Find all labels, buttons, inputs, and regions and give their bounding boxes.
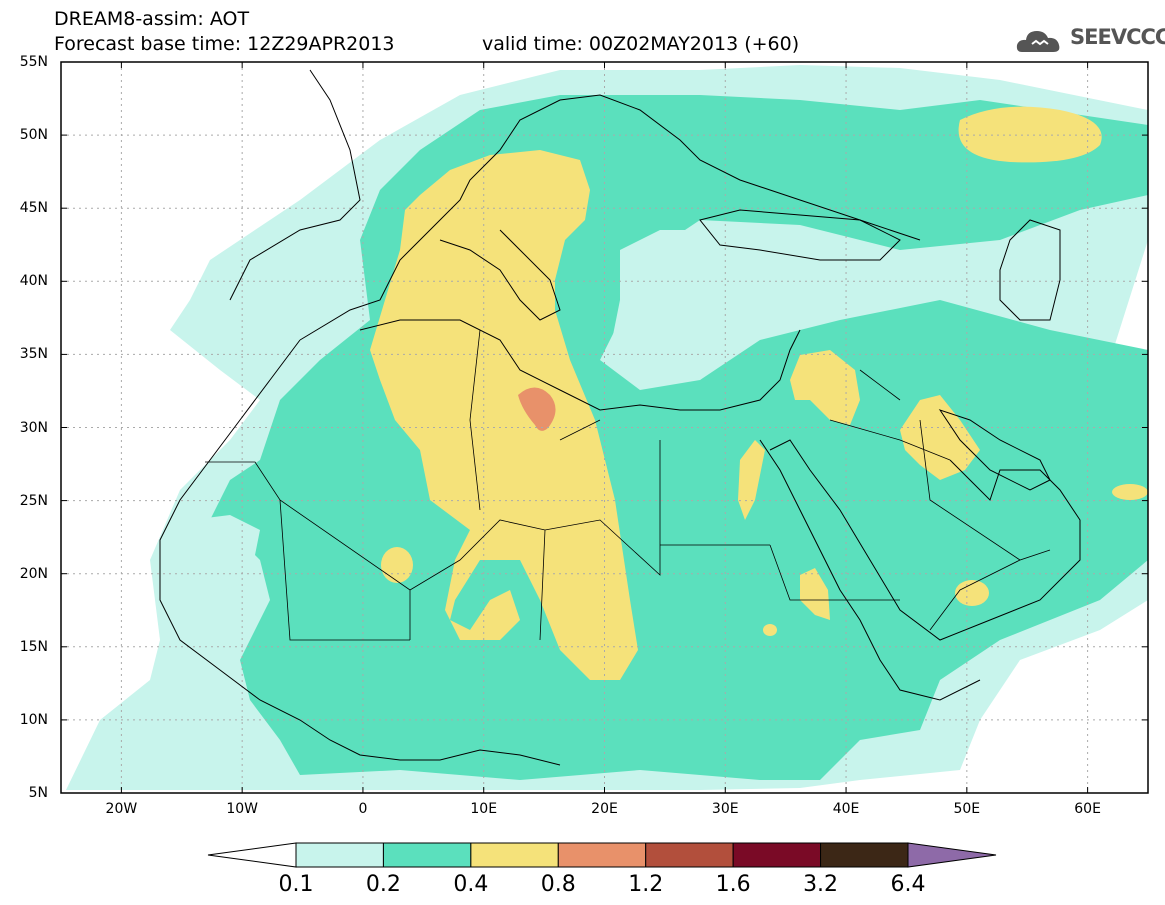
lat-label: 35N <box>19 346 48 363</box>
aot-region-0.4-russia <box>958 106 1102 163</box>
map-title: DREAM8-assim: AOT <box>54 8 250 30</box>
lon-label: 40E <box>832 801 860 817</box>
coast-europe-africa <box>159 69 921 766</box>
coast-north-africa <box>359 319 801 411</box>
aot-region-0.1-africa <box>165 515 260 600</box>
lat-label: 10N <box>19 711 48 728</box>
coast-gulf <box>938 409 1051 491</box>
coast-black-sea <box>699 209 901 261</box>
lat-label: 15N <box>19 638 48 655</box>
aot-region-0.4-main <box>370 150 638 680</box>
aot-region-0.4-redsea <box>738 440 765 520</box>
aot-region-0.4-iran <box>1112 484 1148 500</box>
aot-region-0.4-sudan <box>800 568 830 620</box>
valid-time: valid time: 00Z02MAY2013 (+60) <box>482 33 800 55</box>
lon-label: 20W <box>105 801 138 817</box>
colorbar-label: 1.2 <box>628 872 664 897</box>
coast-red-sea <box>759 439 1081 701</box>
colorbar-label: 0.4 <box>453 872 489 897</box>
colorbar-under-arrow <box>207 842 297 868</box>
aot-region-0.4-small <box>763 624 777 636</box>
colorbar-swatch <box>295 842 384 868</box>
colorbar-label: 1.6 <box>715 872 751 897</box>
lat-label: 30N <box>19 419 48 436</box>
axis-ticks <box>61 61 1148 794</box>
lat-label: 5N <box>28 785 48 801</box>
lat-label: 40N <box>19 273 48 290</box>
aot-region-0.4-gulf <box>900 395 980 480</box>
colorbar-label: 0.8 <box>540 872 576 897</box>
colorbar-over-arrow <box>907 842 997 868</box>
colorbar-swatch <box>557 842 647 868</box>
colorbar-swatch <box>820 842 909 868</box>
aot-region-0.4-mali <box>381 547 413 583</box>
colorbar <box>207 842 997 868</box>
colorbar-label: 0.1 <box>278 872 314 897</box>
coast-caspian <box>999 219 1061 321</box>
graticule <box>61 62 1148 793</box>
lat-label: 25N <box>19 492 48 509</box>
colorbar-swatch <box>470 842 559 868</box>
lon-label: 10W <box>226 801 258 817</box>
aot-region-0.1-med <box>610 230 920 380</box>
lon-label: 10E <box>470 801 498 817</box>
aot-region-0.4-arabia <box>955 580 989 606</box>
country-borders <box>205 329 1051 641</box>
lat-label: 45N <box>19 200 48 217</box>
lat-label: 55N <box>19 54 48 70</box>
lon-label: 20E <box>591 801 618 817</box>
lat-label: 50N <box>19 127 48 144</box>
colorbar-swatch <box>645 842 734 868</box>
aot-region-0.8 <box>518 387 556 431</box>
forecast-base-time: Forecast base time: 12Z29APR2013 <box>54 33 395 55</box>
colorbar-swatch <box>732 842 822 868</box>
lat-label: 20N <box>19 565 48 582</box>
colorbar-label: 6.4 <box>890 872 926 897</box>
coastlines <box>159 69 1081 766</box>
colorbar-label: 3.2 <box>803 872 839 897</box>
logo-text: SEEVCCC <box>1070 25 1165 49</box>
colorbar-swatch <box>382 842 472 868</box>
coast-italy <box>439 229 561 321</box>
lon-label: 50E <box>953 801 981 817</box>
colorbar-label: 0.2 <box>365 872 401 897</box>
lon-label: 60E <box>1074 801 1101 817</box>
lon-label: 30E <box>711 801 739 817</box>
cloud-logo-icon <box>1016 31 1060 52</box>
aot-region-0.4-levant <box>790 350 860 425</box>
lon-label: 0 <box>358 801 368 817</box>
